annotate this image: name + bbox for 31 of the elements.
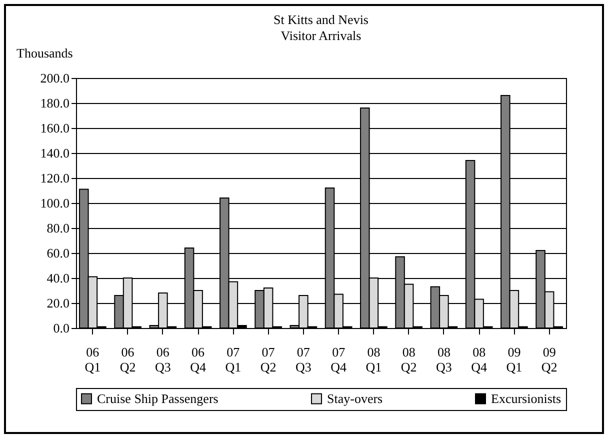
- x-tick-label: 08 Q1: [366, 344, 382, 374]
- legend-label: Stay-overs: [327, 390, 383, 406]
- legend-label: Cruise Ship Passengers: [97, 390, 218, 406]
- y-tick-label: 100.0: [40, 196, 70, 210]
- y-tick-label: 120.0: [40, 170, 70, 186]
- y-tick-label: 80.0: [46, 220, 70, 236]
- y-tick-label: 20.0: [46, 296, 70, 310]
- x-tick-label: 06 Q2: [120, 344, 136, 374]
- x-tick-label: 06 Q4: [190, 344, 207, 374]
- chart-title: St Kitts and Nevis: [274, 12, 368, 27]
- x-tick-label: 07 Q2: [260, 344, 276, 374]
- y-tick-label: 40.0: [46, 270, 70, 286]
- x-tick-label: 09 Q2: [541, 344, 558, 374]
- x-tick-label: 07 Q4: [330, 344, 348, 374]
- y-tick-label: 140.0: [40, 146, 70, 160]
- x-tick-label: 08 Q3: [436, 344, 452, 374]
- x-tick-label: 06 Q1: [84, 344, 101, 374]
- y-tick-label: 0.0: [53, 320, 70, 336]
- x-tick-label: 08 Q4: [471, 344, 488, 374]
- y-axis-title: Thousands: [16, 46, 73, 60]
- chart-subtitle: Visitor Arrivals: [280, 28, 362, 43]
- x-tick-label: 06 Q3: [154, 344, 171, 374]
- y-tick-label: 60.0: [46, 246, 70, 260]
- y-tick-label: 180.0: [40, 96, 70, 110]
- x-tick-label: 07 Q3: [295, 344, 312, 374]
- y-tick-label: 160.0: [40, 120, 70, 136]
- x-tick-label: 08 Q2: [400, 344, 417, 374]
- legend-label: Excursionists: [491, 390, 562, 406]
- x-tick-label: 09 Q1: [506, 344, 522, 374]
- y-tick-label: 200.0: [40, 70, 70, 86]
- x-tick-label: 07 Q1: [225, 344, 242, 374]
